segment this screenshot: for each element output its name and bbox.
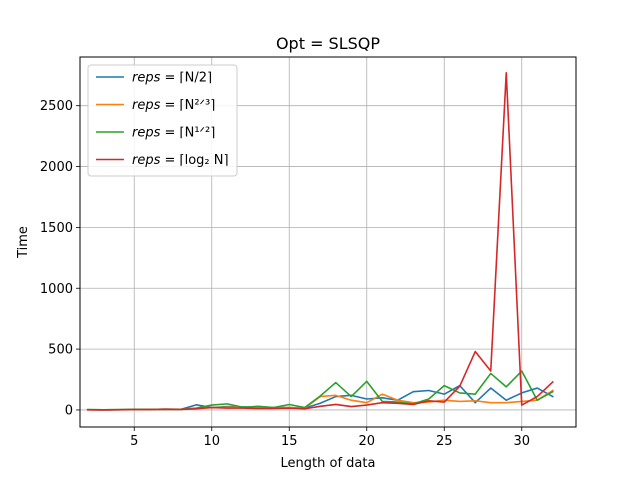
y-tick-label: 1000 bbox=[40, 282, 73, 297]
y-tick-label: 2000 bbox=[40, 160, 73, 175]
legend: reps = ⌈N/2⌉ reps = ⌈N²ᐟ³⌉ reps = ⌈N¹ᐟ²⌉ re… bbox=[87, 64, 238, 177]
x-tick-label: 20 bbox=[358, 434, 375, 449]
y-tick-label: 500 bbox=[48, 343, 73, 358]
series-layer bbox=[86, 72, 554, 411]
x-axis: 5 10 15 20 25 30 bbox=[130, 427, 530, 449]
y-tick-label: 0 bbox=[65, 403, 73, 418]
y-tick-label: 1500 bbox=[40, 221, 73, 236]
y-tick-label: 2500 bbox=[40, 99, 73, 114]
x-axis-label: Length of data bbox=[281, 456, 376, 471]
grid-lines bbox=[80, 57, 576, 427]
plot-frame bbox=[79, 56, 577, 428]
x-tick-label: 15 bbox=[281, 434, 298, 449]
series-line-4 bbox=[86, 72, 554, 411]
legend-label-2: reps = ⌈N²ᐟ³⌉ bbox=[132, 98, 215, 113]
legend-frame bbox=[87, 64, 238, 177]
legend-label-3: reps = ⌈N¹ᐟ²⌉ bbox=[132, 126, 215, 141]
x-tick-label: 5 bbox=[130, 434, 138, 449]
chart-title: Opt = SLSQP bbox=[276, 34, 380, 53]
x-tick-label: 25 bbox=[436, 434, 453, 449]
x-tick-label: 30 bbox=[513, 434, 530, 449]
x-tick-label: 10 bbox=[203, 434, 220, 449]
y-axis: 0 500 1000 1500 2000 2500 bbox=[40, 99, 80, 418]
legend-label-1: reps = ⌈N/2⌉ bbox=[132, 71, 212, 86]
legend-label-4: reps = ⌈log₂ N⌉ bbox=[132, 153, 229, 168]
y-axis-label: Time bbox=[16, 226, 31, 259]
